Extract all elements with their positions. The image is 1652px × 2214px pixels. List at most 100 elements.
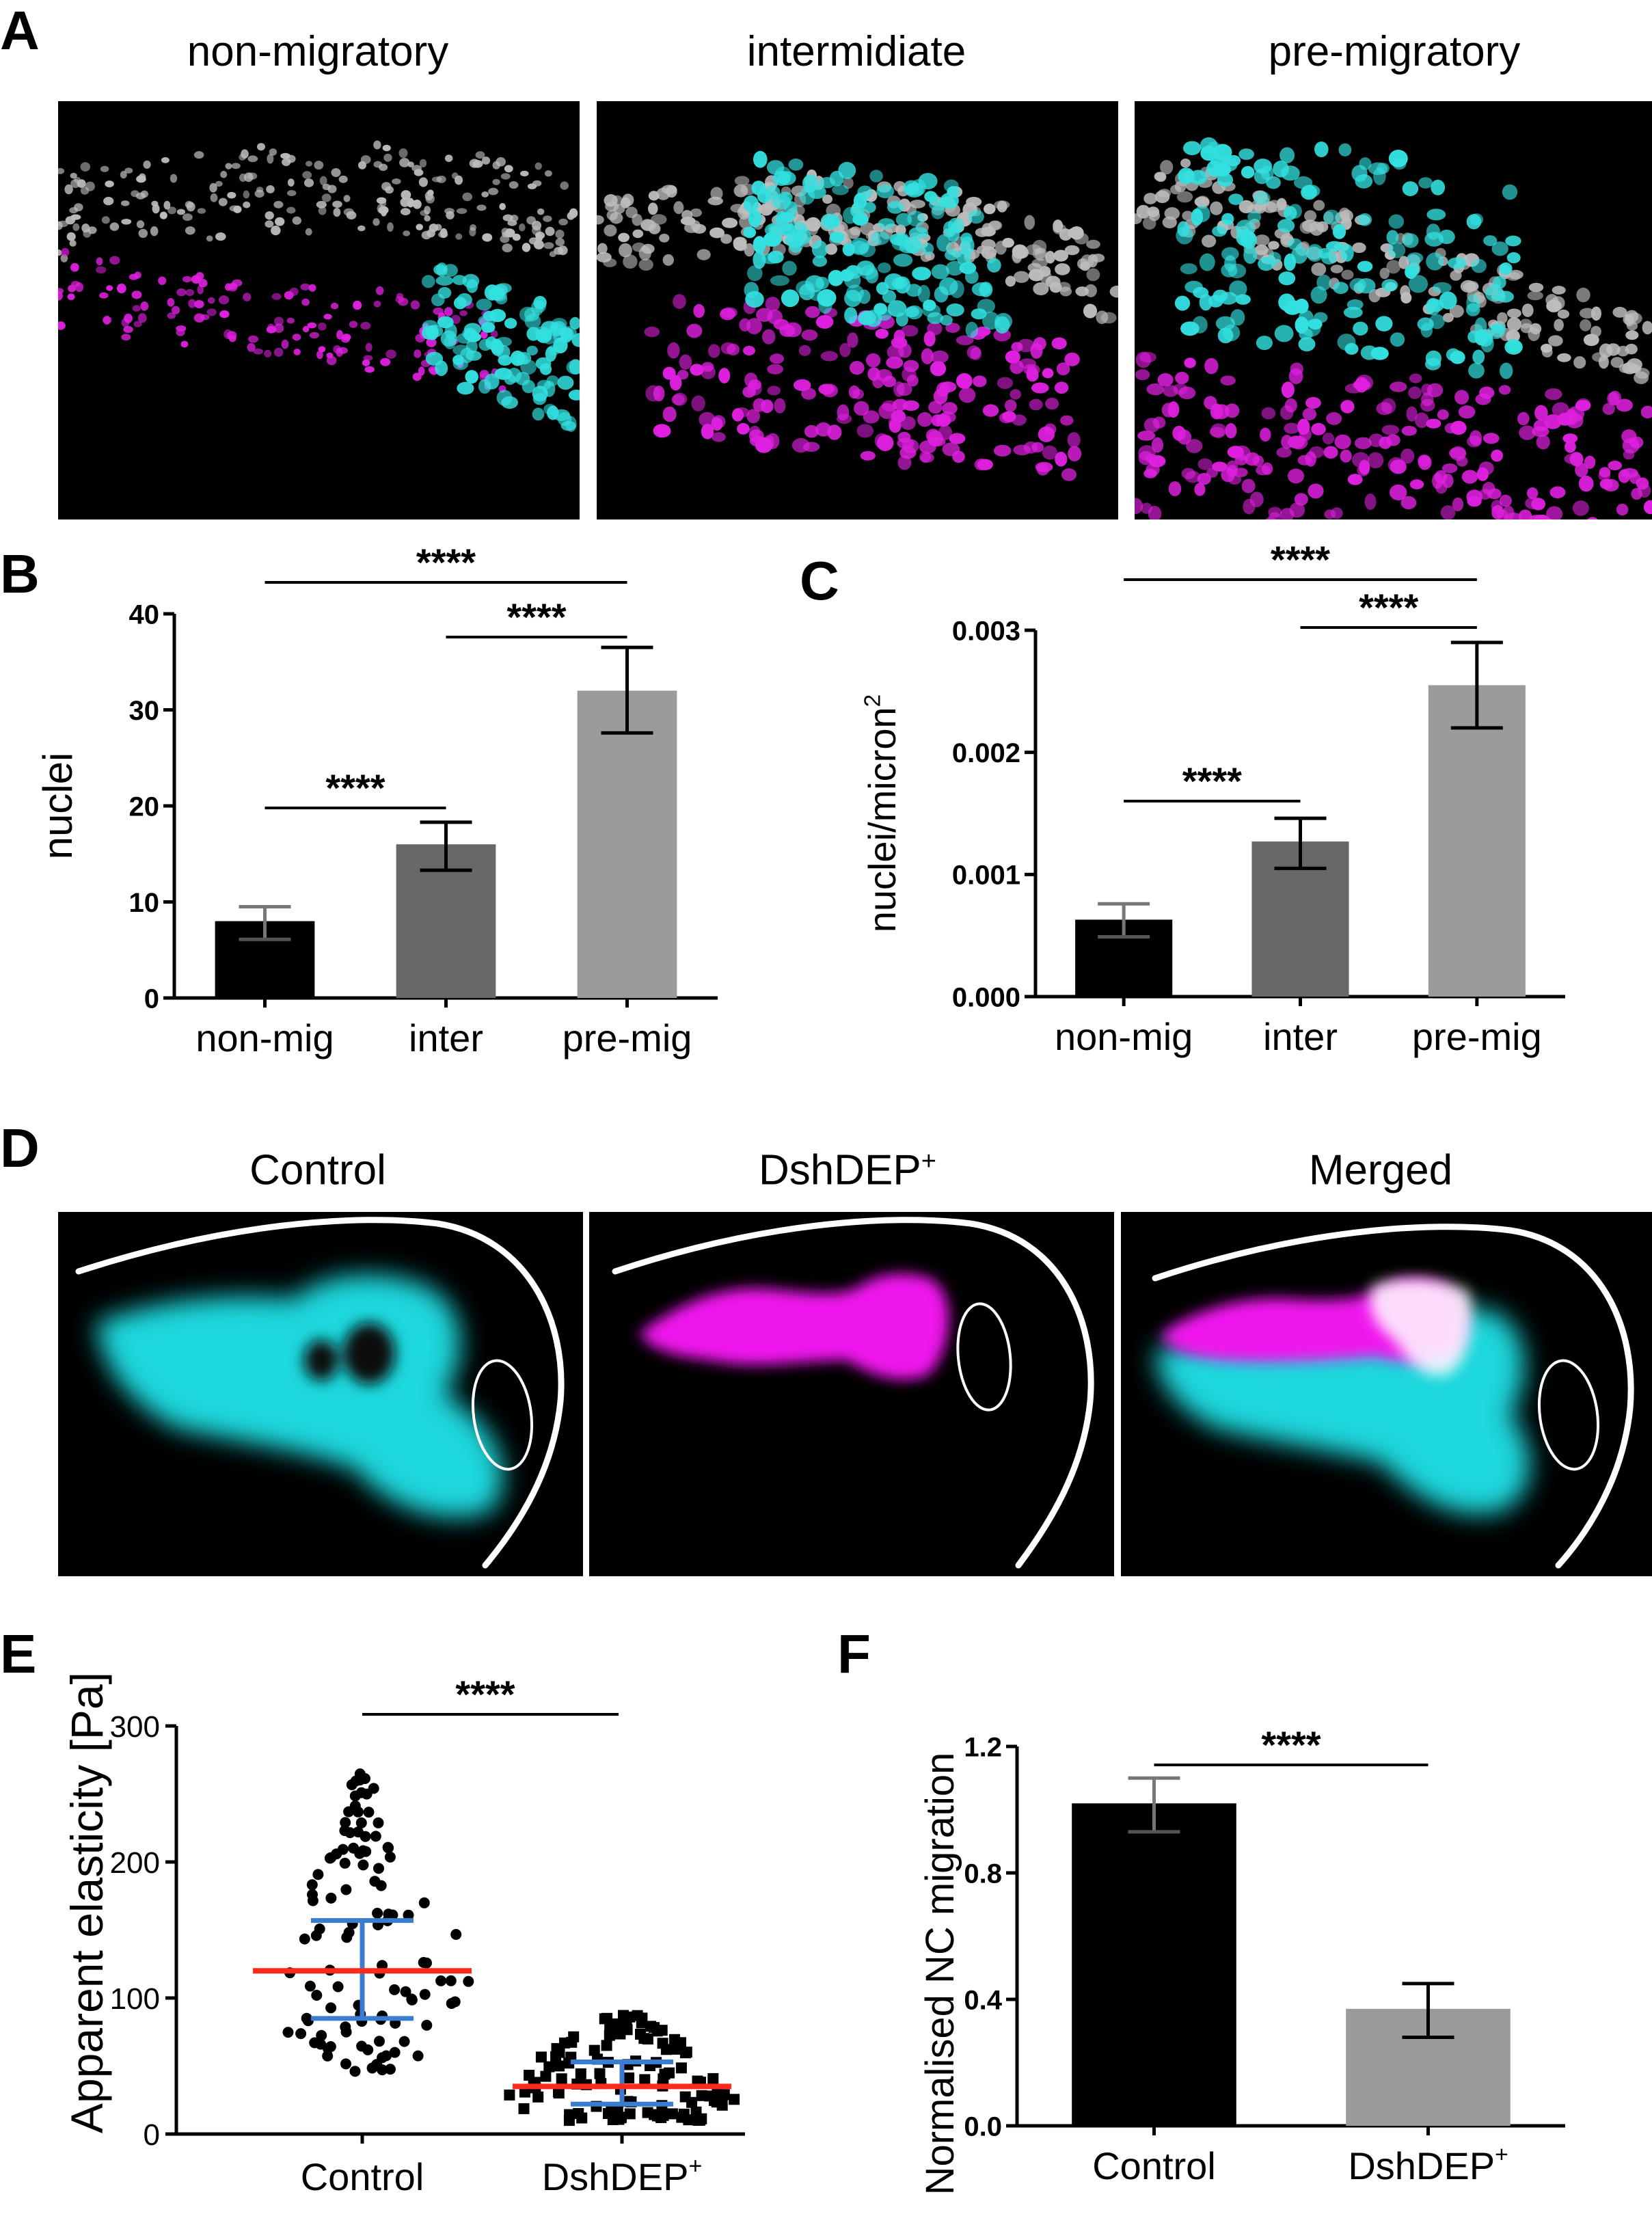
nucleus xyxy=(965,321,979,338)
data-point xyxy=(352,1826,364,1838)
nucleus xyxy=(1552,402,1569,418)
data-point xyxy=(352,1806,364,1818)
nucleus xyxy=(860,265,878,280)
nucleus xyxy=(99,292,109,299)
nucleus xyxy=(1309,446,1325,459)
nucleus xyxy=(373,218,380,226)
nucleus xyxy=(949,280,964,299)
nucleus xyxy=(785,234,804,248)
nucleus xyxy=(109,256,120,265)
nucleus xyxy=(1356,278,1376,294)
nucleus xyxy=(420,210,429,217)
data-point xyxy=(418,1897,430,1908)
nucleus xyxy=(301,298,310,306)
nucleus xyxy=(1135,498,1143,514)
nucleus xyxy=(475,151,485,159)
nucleus xyxy=(1176,226,1193,245)
nucleus xyxy=(206,308,217,316)
nucleus xyxy=(340,336,351,343)
nucleus xyxy=(418,366,425,376)
nucleus xyxy=(547,345,560,356)
panel-a-image-pre-migratory xyxy=(1135,101,1652,519)
y-axis-label: nuclei/micron2 xyxy=(861,694,904,933)
nucleus xyxy=(520,170,529,177)
nucleus xyxy=(673,392,688,406)
nucleus xyxy=(1191,208,1204,226)
nucleus xyxy=(667,342,680,359)
nucleus xyxy=(691,395,705,411)
nucleus xyxy=(1388,214,1405,229)
data-point xyxy=(418,1957,429,1968)
nucleus xyxy=(293,349,301,355)
nucleus xyxy=(1241,165,1255,179)
nucleus xyxy=(382,144,391,152)
nucleus xyxy=(623,254,638,269)
data-point xyxy=(363,1807,375,1818)
nucleus xyxy=(360,155,371,164)
nucleus xyxy=(807,221,819,236)
nucleus xyxy=(1002,238,1014,248)
y-tick-label: 0.000 xyxy=(952,982,1020,1012)
nucleus xyxy=(743,195,759,213)
nucleus xyxy=(163,200,171,210)
nucleus xyxy=(100,165,109,172)
nucleus xyxy=(247,342,256,352)
nucleus xyxy=(1192,316,1208,334)
x-tick-label: Control xyxy=(301,2155,424,2198)
data-point xyxy=(400,1986,411,1997)
nucleus xyxy=(1528,327,1541,341)
nucleus xyxy=(1579,308,1595,319)
nucleus xyxy=(604,224,617,237)
nucleus xyxy=(1475,393,1491,405)
data-point xyxy=(712,2088,723,2100)
nucleus xyxy=(1290,362,1303,376)
data-point xyxy=(623,2072,635,2083)
nucleus xyxy=(170,174,178,183)
nucleus xyxy=(921,348,934,364)
nucleus xyxy=(886,345,904,360)
nucleus xyxy=(193,151,204,159)
nucleus xyxy=(284,291,294,300)
nucleus xyxy=(526,216,536,225)
data-point xyxy=(419,1988,431,2000)
nucleus xyxy=(1174,295,1191,311)
nucleus xyxy=(227,191,236,199)
data-point xyxy=(563,2115,575,2127)
nucleus xyxy=(1344,383,1363,394)
nucleus xyxy=(1281,381,1295,399)
nucleus xyxy=(793,379,811,392)
nucleus xyxy=(801,388,816,400)
nucleus xyxy=(863,202,876,213)
data-point xyxy=(601,2040,612,2051)
nucleus xyxy=(747,265,763,282)
nucleus xyxy=(865,353,881,368)
nucleus xyxy=(1155,172,1167,183)
nucleus xyxy=(708,344,720,358)
nucleus xyxy=(1295,298,1309,314)
nucleus xyxy=(709,227,725,239)
nucleus xyxy=(1545,388,1562,401)
nucleus xyxy=(1584,455,1596,469)
significance-label: **** xyxy=(416,541,476,584)
nucleus xyxy=(979,282,993,297)
nucleus xyxy=(373,300,381,308)
nucleus xyxy=(1575,400,1591,411)
nucleus xyxy=(720,234,732,244)
nucleus xyxy=(956,335,974,345)
nucleus xyxy=(96,257,103,266)
significance-label: **** xyxy=(1261,1723,1321,1766)
nucleus xyxy=(1029,399,1043,411)
nucleus xyxy=(988,220,1003,231)
nucleus xyxy=(271,293,282,300)
nucleus xyxy=(1288,238,1303,251)
nucleus xyxy=(659,233,670,243)
nucleus xyxy=(919,450,932,463)
nucleus xyxy=(1519,319,1532,329)
nucleus xyxy=(1432,282,1452,293)
nucleus xyxy=(819,177,836,189)
nucleus xyxy=(1308,483,1324,499)
nucleus xyxy=(1247,211,1262,224)
data-point xyxy=(295,2028,307,2040)
nucleus xyxy=(308,284,316,292)
nucleus xyxy=(416,224,423,231)
